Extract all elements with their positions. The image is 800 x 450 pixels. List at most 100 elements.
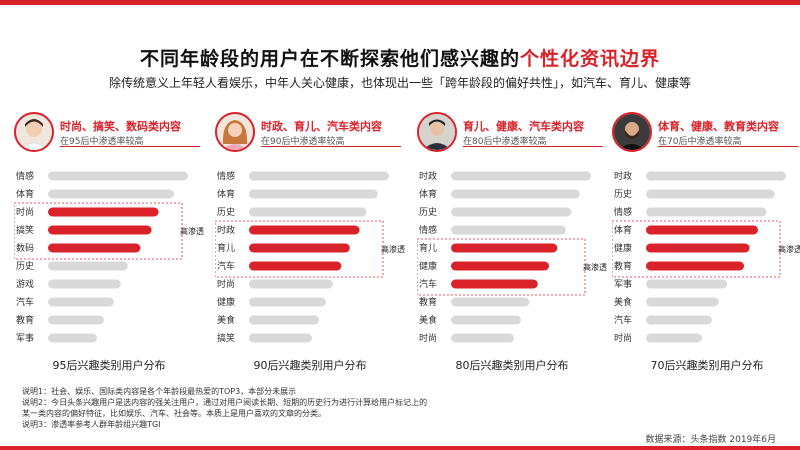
young-woman-avatar-icon xyxy=(215,112,255,152)
category-label: 军事 xyxy=(614,278,632,290)
page-title: 不同年龄段的用户在不断探索他们感兴趣的个性化资讯边界 xyxy=(0,44,800,71)
category-label: 汽车 xyxy=(614,314,632,326)
callout-label: 高渗透率 xyxy=(583,262,607,272)
chart-caption: 95后兴趣类别用户分布 xyxy=(52,359,166,372)
footnote-2: 说明2：今日头条兴趣用户是选内容的强关注用户，通过对用户阅读长期、短期的历史行为… xyxy=(22,398,428,407)
highlighted-bar xyxy=(646,225,758,235)
bar xyxy=(249,333,312,343)
category-label: 搞笑 xyxy=(217,332,235,344)
category-label: 育儿 xyxy=(419,242,437,254)
bar xyxy=(48,279,121,289)
bar xyxy=(451,207,572,217)
highlighted-bar xyxy=(451,261,549,271)
bar xyxy=(48,261,128,271)
category-label: 时尚 xyxy=(419,332,437,344)
bar xyxy=(646,297,719,307)
panel-95: 时尚、搞笑、数码类内容 在95后中渗透率较高 情感 体育 时尚 搞笑 数码 历史 游戏 汽车教… xyxy=(14,112,204,372)
category-label: 健康 xyxy=(217,296,235,308)
highlighted-bar xyxy=(48,207,159,217)
category-label: 体育 xyxy=(419,188,437,200)
title-main: 不同年龄段的用户在不断探索他们感兴趣的 xyxy=(139,48,520,70)
category-label: 历史 xyxy=(217,206,235,218)
highlighted-bar xyxy=(646,261,744,271)
young-man-avatar-icon xyxy=(14,112,54,152)
category-label: 汽车 xyxy=(16,296,34,308)
bar xyxy=(249,207,367,217)
category-label: 情感 xyxy=(16,170,34,182)
category-label: 时尚 xyxy=(614,332,632,344)
bar xyxy=(646,207,767,217)
bar xyxy=(646,333,702,343)
highlight-box xyxy=(215,220,384,278)
panel-description: 在70后中渗透率较高 xyxy=(658,137,742,147)
bar xyxy=(646,315,712,325)
category-label: 健康 xyxy=(614,242,632,254)
bar xyxy=(249,189,378,199)
bar xyxy=(451,189,580,199)
category-label: 数码 xyxy=(16,242,34,254)
bar xyxy=(646,189,775,199)
category-label: 历史 xyxy=(16,260,34,272)
panel-divider xyxy=(658,146,798,147)
bar xyxy=(646,171,786,181)
bearded-man-avatar-icon xyxy=(612,112,652,152)
callout-label: 高渗透率 xyxy=(381,244,405,254)
highlighted-bar xyxy=(249,243,350,253)
category-label: 历史 xyxy=(614,188,632,200)
highlighted-bar xyxy=(451,243,558,253)
category-label: 美食 xyxy=(419,314,437,326)
category-label: 健康 xyxy=(419,260,437,272)
panel-headline: 时尚、搞笑、数码类内容 xyxy=(60,120,181,133)
category-label: 美食 xyxy=(217,314,235,326)
chart-caption: 90后兴趣类别用户分布 xyxy=(253,359,367,372)
category-label: 搞笑 xyxy=(16,224,34,236)
panel-headline: 育儿、健康、汽车类内容 xyxy=(463,120,584,133)
category-label: 汽车 xyxy=(419,278,437,290)
panel-description: 在80后中渗透率较高 xyxy=(463,137,547,147)
category-label: 历史 xyxy=(419,206,437,218)
highlight-box xyxy=(14,202,183,260)
panel-headline: 时政、育儿、汽车类内容 xyxy=(261,120,382,133)
bar xyxy=(48,297,114,307)
panel-90: 时政、育儿、汽车类内容 在90后中渗透率较高 情感 体育 历史 时政 育儿 汽车 时尚 健康美… xyxy=(215,112,405,372)
bar xyxy=(48,171,188,181)
bar xyxy=(451,225,566,235)
category-label: 教育 xyxy=(16,314,34,326)
bar xyxy=(249,171,389,181)
highlighted-bar xyxy=(646,243,750,253)
category-label: 育儿 xyxy=(217,242,235,254)
category-label: 时政 xyxy=(217,224,235,236)
category-label: 体育 xyxy=(16,188,34,200)
bar xyxy=(48,333,97,343)
highlight-box xyxy=(417,238,586,296)
bar xyxy=(451,171,591,181)
panel-divider xyxy=(60,146,200,147)
highlighted-bar xyxy=(451,279,538,289)
footnotes: 说明1：社会、娱乐、国际类内容是各个年龄段最热爱的TOP3，本部分未展示 说明2… xyxy=(22,386,427,430)
category-label: 教育 xyxy=(419,296,437,308)
bar xyxy=(48,189,174,199)
bar xyxy=(249,315,319,325)
category-label: 情感 xyxy=(614,206,632,218)
bar xyxy=(451,315,521,325)
highlight-box xyxy=(612,220,781,278)
category-label: 游戏 xyxy=(16,278,34,290)
page-subtitle: 除传统意义上年轻人看娱乐，中年人关心健康，也体现出一些「跨年龄段的偏好共性」，如… xyxy=(108,76,691,90)
panel-70: 体育、健康、教育类内容 在70后中渗透率较高 时政 历史 情感 体育 健康 教育 军事 美食汽… xyxy=(612,112,800,372)
footnote-4: 说明3：渗透率参考人群年龄组兴趣TGI xyxy=(22,420,161,429)
category-label: 时政 xyxy=(419,170,437,182)
category-label: 情感 xyxy=(217,170,235,182)
category-label: 军事 xyxy=(16,332,34,344)
footnote-3: 某一类内容的偏好特征，比如娱乐、汽车、社会等。本质上是用户喜欢的文章的分类。 xyxy=(22,409,326,418)
bar xyxy=(451,297,530,307)
category-label: 美食 xyxy=(614,296,632,308)
title-highlight: 个性化资讯边界 xyxy=(520,48,661,70)
highlighted-bar xyxy=(249,261,342,271)
panel-description: 在90后中渗透率较高 xyxy=(261,137,345,147)
panel-80: 育儿、健康、汽车类内容 在80后中渗透率较高 时政 体育 历史 情感 育儿 健康 汽车 教育美… xyxy=(417,112,607,372)
man-avatar-icon xyxy=(417,112,457,152)
panel-headline: 体育、健康、教育类内容 xyxy=(658,120,779,133)
